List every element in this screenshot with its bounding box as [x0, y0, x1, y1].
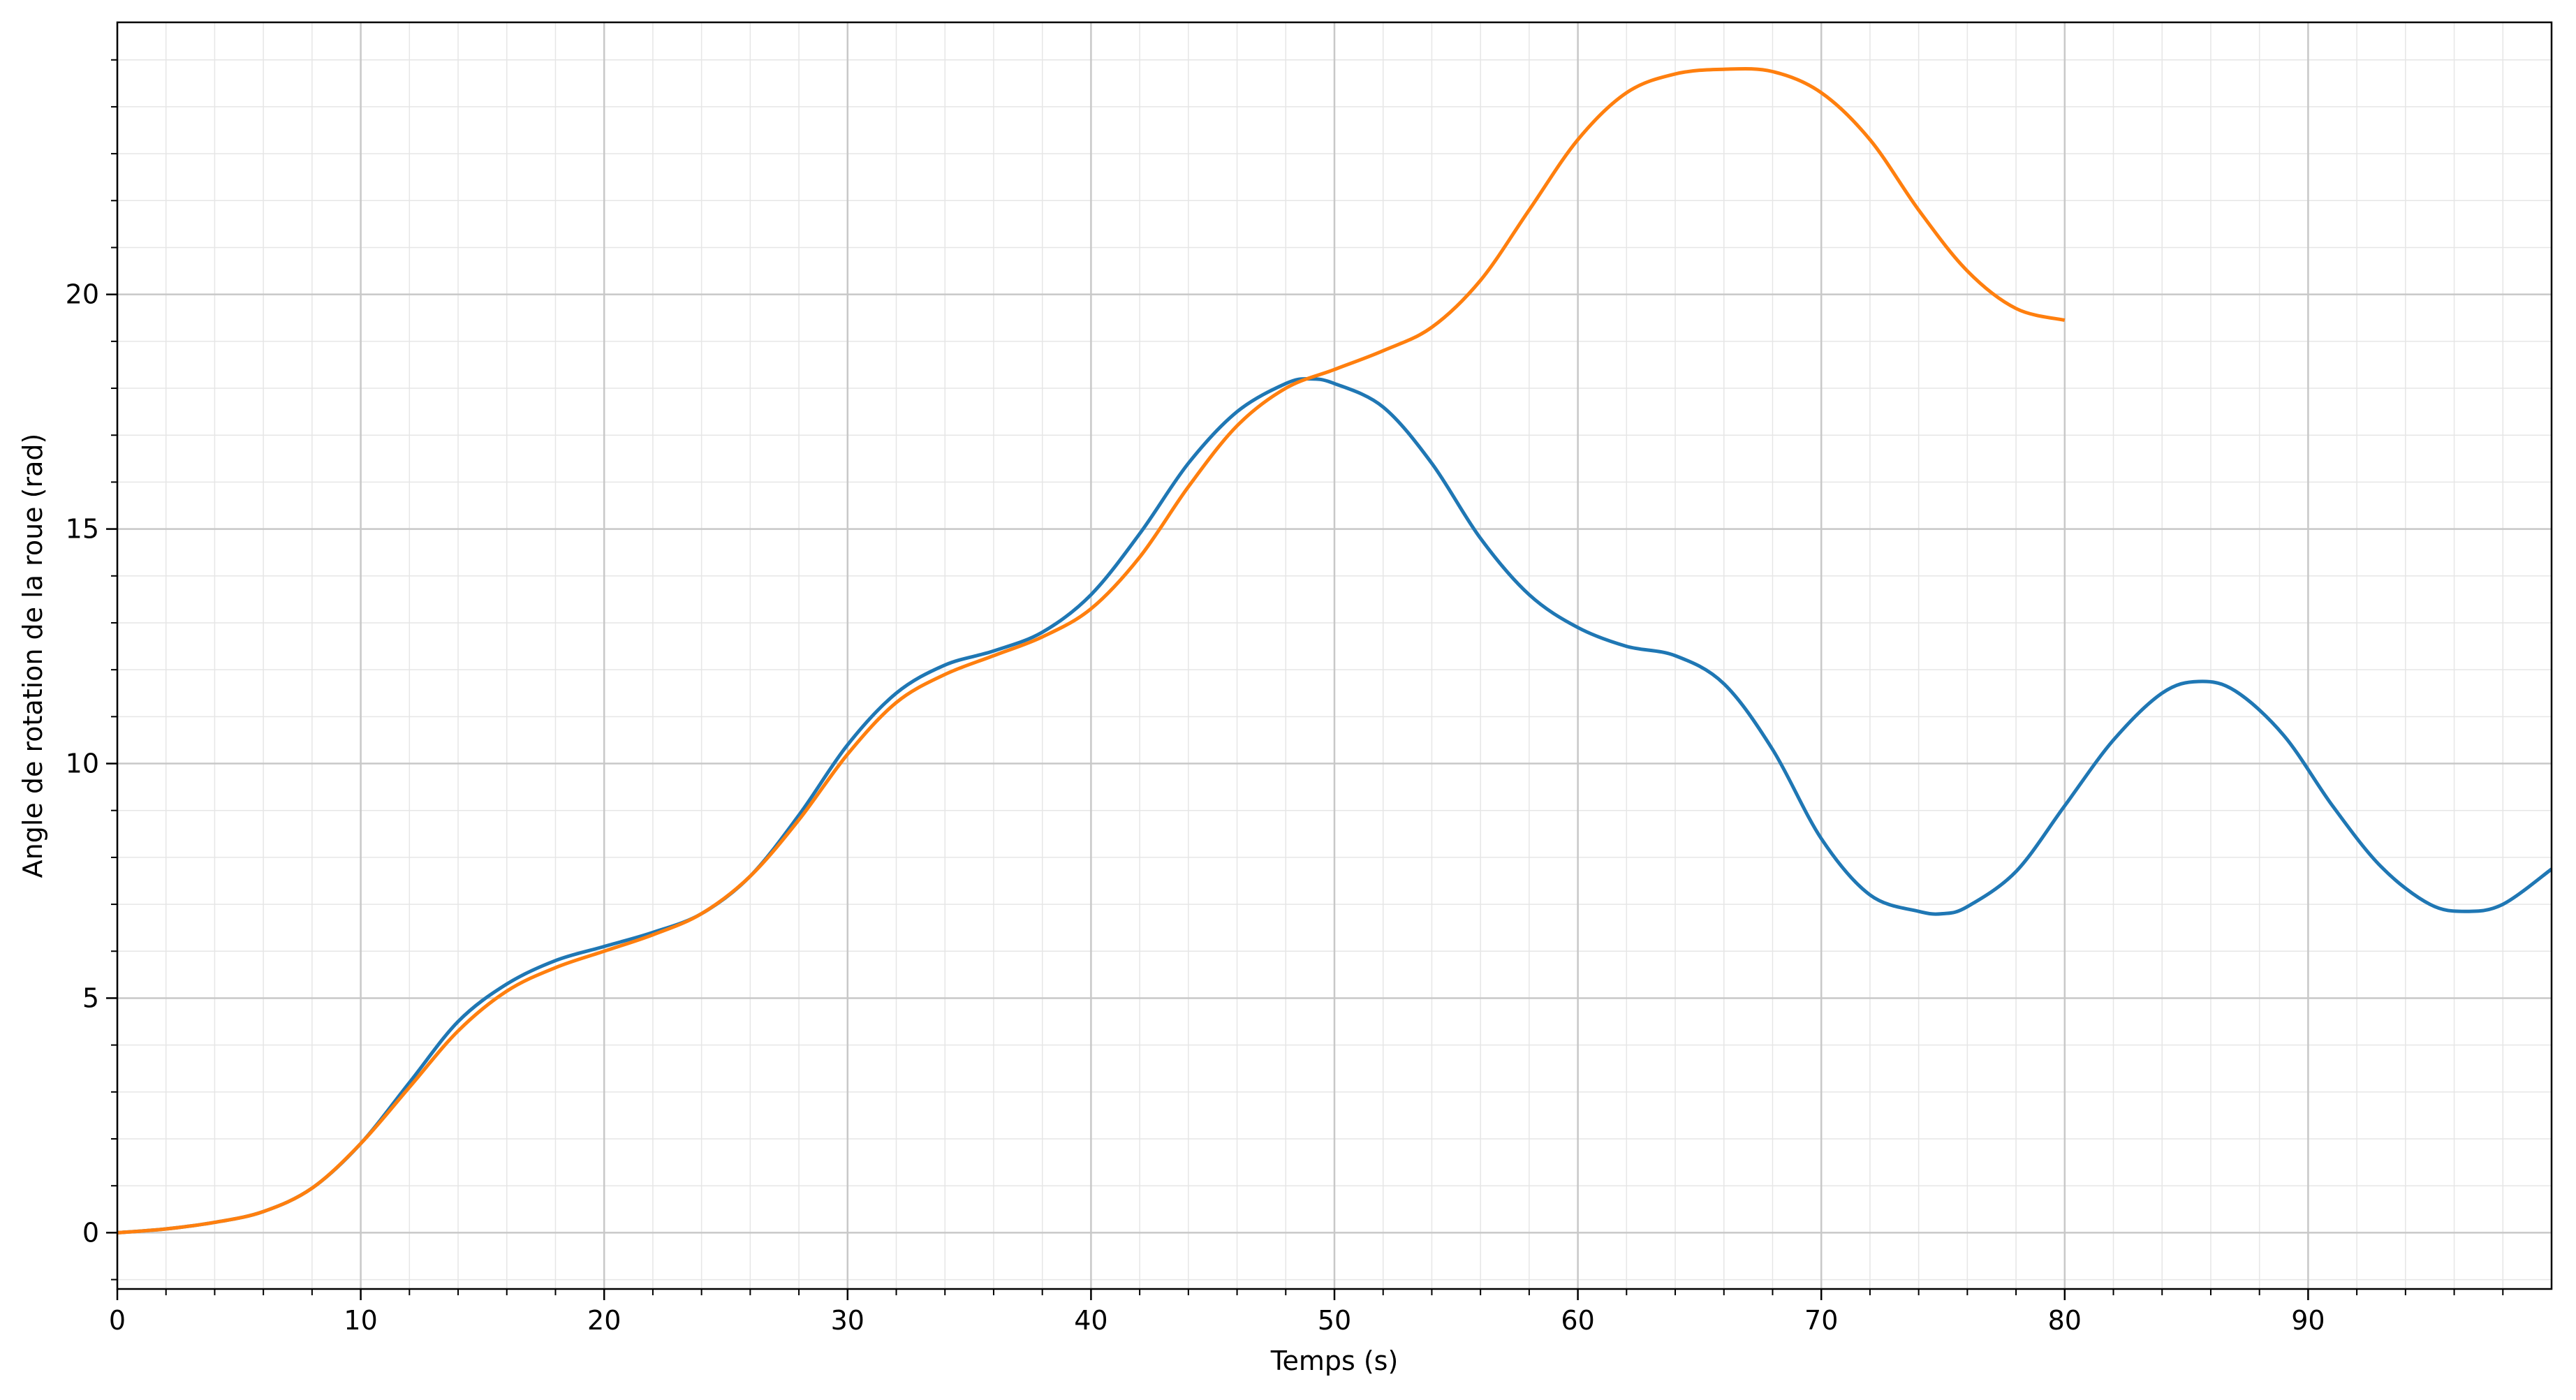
x-tick-label: 60 [1561, 1305, 1594, 1336]
major-grid [116, 22, 2552, 1289]
x-tick-label: 70 [1804, 1305, 1838, 1336]
y-tick-label: 10 [66, 749, 99, 779]
y-axis: 0 5 10 15 20 [66, 59, 117, 1281]
y-tick-label: 5 [82, 982, 99, 1013]
series-line-1 [117, 377, 2552, 1235]
y-tick-label: 15 [66, 514, 99, 545]
x-tick-label: 0 [109, 1305, 126, 1336]
series-line-2 [117, 66, 2066, 1235]
x-axis: 0 10 20 30 40 50 60 70 80 90 [109, 1289, 2504, 1336]
x-axis-label: Temps (s) [1270, 1346, 1399, 1376]
x-tick-label: 80 [2048, 1305, 2082, 1336]
x-tick-label: 90 [2291, 1305, 2325, 1336]
x-tick-label: 20 [587, 1305, 621, 1336]
x-tick-label: 40 [1074, 1305, 1107, 1336]
x-tick-label: 10 [344, 1305, 377, 1336]
y-tick-label: 20 [66, 279, 99, 310]
y-axis-label: Angle de rotation de la roue (rad) [17, 434, 48, 878]
y-tick-label: 0 [82, 1217, 99, 1248]
series-layer [117, 66, 2552, 1235]
x-tick-label: 50 [1318, 1305, 1351, 1336]
x-tick-label: 30 [831, 1305, 864, 1336]
